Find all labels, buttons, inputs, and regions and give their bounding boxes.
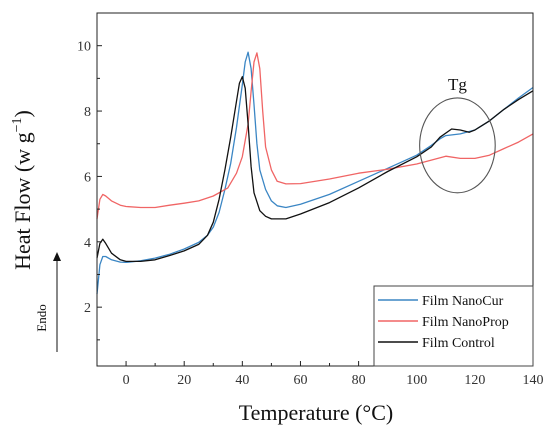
y-tick-label: 2 bbox=[84, 301, 91, 316]
endo-indicator: Endo bbox=[34, 252, 61, 352]
legend-label-1: Film NanoCur bbox=[422, 294, 504, 309]
plot-frame bbox=[96, 12, 534, 367]
y-axis-title-superscript: −1 bbox=[10, 117, 25, 132]
y-tick-label: 8 bbox=[84, 105, 91, 120]
y-axis: 2 4 6 8 10 bbox=[77, 40, 102, 341]
tg-circle bbox=[419, 97, 496, 194]
x-tick-label: 40 bbox=[235, 373, 249, 388]
legend: Film NanoCur Film NanoProp Film Control bbox=[373, 285, 534, 367]
x-tick-label: 100 bbox=[406, 373, 427, 388]
y-tick-label: 10 bbox=[77, 40, 91, 55]
plot-layer bbox=[96, 51, 534, 295]
x-tick-label: 20 bbox=[177, 373, 191, 388]
endo-arrow-head bbox=[53, 252, 61, 261]
y-axis-title-close: ) bbox=[10, 110, 35, 117]
tg-label: Tg bbox=[448, 75, 467, 94]
x-tick-label: 60 bbox=[293, 373, 307, 388]
x-tick-label: 140 bbox=[523, 373, 544, 388]
annotation-layer: Tg bbox=[419, 75, 496, 194]
y-axis-title: Heat Flow (w g−1) bbox=[10, 110, 35, 270]
y-axis-title-main: Heat Flow (w g bbox=[10, 132, 35, 269]
y-tick-label: 6 bbox=[84, 170, 91, 185]
series-line-3 bbox=[96, 76, 534, 263]
series-line-2 bbox=[96, 52, 534, 219]
x-tick-label: 120 bbox=[464, 373, 485, 388]
legend-label-3: Film Control bbox=[422, 336, 495, 351]
x-tick-label: 0 bbox=[123, 373, 130, 388]
x-tick-label: 80 bbox=[352, 373, 366, 388]
x-axis-title: Temperature (°C) bbox=[239, 400, 393, 425]
endo-label: Endo bbox=[34, 304, 49, 331]
y-tick-label: 4 bbox=[84, 236, 91, 251]
legend-label-2: Film NanoProp bbox=[422, 315, 509, 330]
